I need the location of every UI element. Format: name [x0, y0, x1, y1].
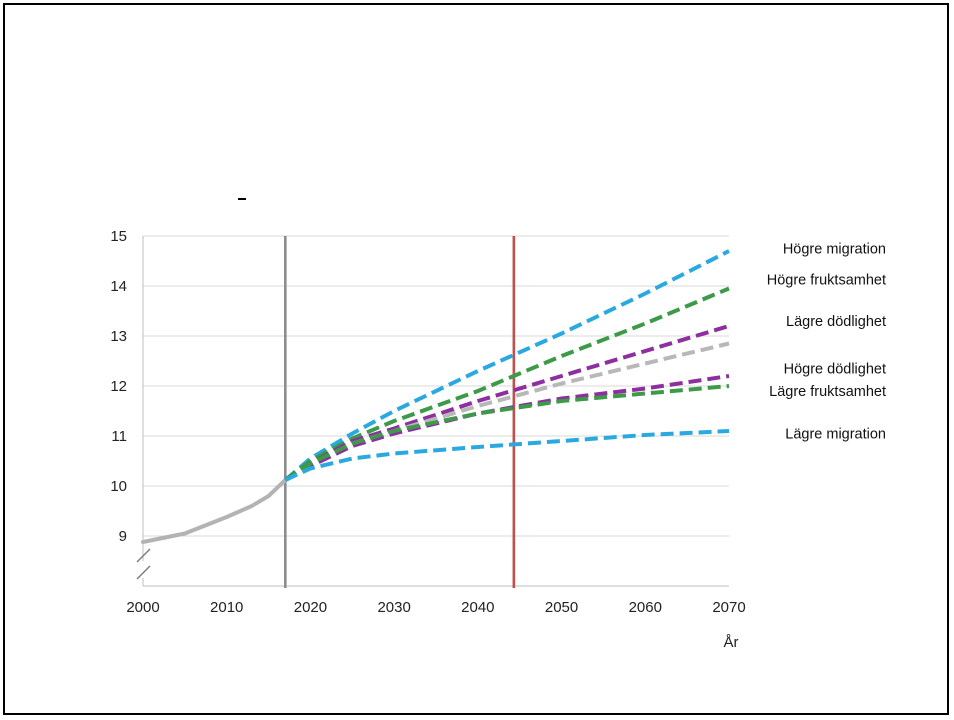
x-axis-label: År	[724, 634, 739, 651]
legend-label: Lägre dödlighet	[786, 314, 886, 330]
y-tick-label: 10	[110, 478, 127, 495]
series-line-2	[284, 324, 730, 482]
x-tick-label: 2060	[629, 599, 662, 616]
x-tick-label: 2000	[126, 599, 159, 616]
legend-label: Högre migration	[783, 242, 886, 258]
y-tick-label: 14	[110, 278, 127, 295]
x-tick-label: 2050	[545, 599, 578, 616]
series-line-0	[283, 249, 730, 482]
y-tick-label: 13	[110, 328, 127, 345]
legend-label: Lägre fruktsamhet	[769, 384, 886, 400]
series-line-1	[284, 286, 730, 482]
reference-lines	[284, 236, 516, 588]
slide-frame	[3, 3, 949, 715]
axis-break-mark	[136, 565, 151, 580]
title-dash	[238, 198, 246, 200]
y-tick-label: 9	[119, 528, 127, 545]
grid-lines	[143, 235, 729, 537]
series-lines	[141, 249, 730, 544]
legend-label: Högre dödlighet	[784, 362, 886, 378]
y-tick-label: 12	[110, 378, 127, 395]
x-tick-label: 2040	[461, 599, 494, 616]
axis-break-mark	[136, 548, 151, 563]
y-tick-label: 15	[110, 228, 127, 245]
axes	[136, 236, 729, 587]
series-line-6	[284, 429, 730, 482]
tick-labels: 9 10 11 12 13 14 15 2000 2010 2020 2030 2040 2050 206…	[110, 228, 745, 651]
legend-label: Lägre migration	[785, 427, 886, 443]
historical-line	[141, 478, 288, 544]
x-tick-label: 2010	[210, 599, 243, 616]
x-tick-label: 2030	[377, 599, 410, 616]
series-line-3	[284, 341, 730, 482]
legend: Högre migration Högre fruktsamhet Lägre dö…	[767, 242, 886, 443]
x-tick-label: 2020	[294, 599, 327, 616]
legend-label: Högre fruktsamhet	[767, 273, 886, 289]
x-tick-label: 2070	[712, 599, 745, 616]
series-line-5	[284, 384, 730, 482]
y-tick-label: 11	[111, 428, 127, 445]
